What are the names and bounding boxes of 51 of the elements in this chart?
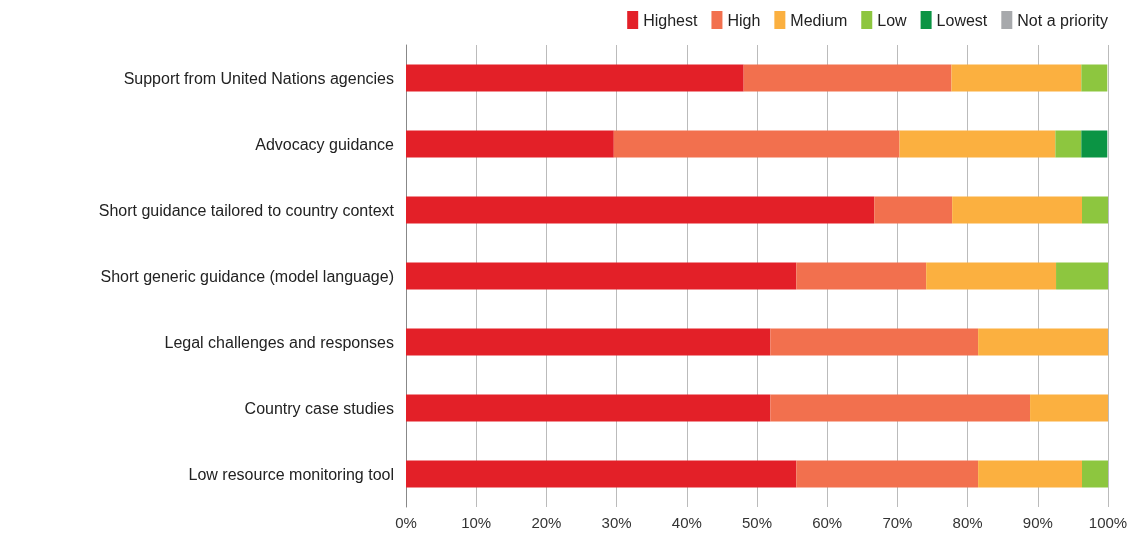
y-tick-label: Support from United Nations agencies: [123, 69, 394, 87]
y-tick-label: Country case studies: [244, 399, 394, 417]
x-tick-label: 50%: [741, 514, 773, 531]
bar: [406, 130, 614, 158]
bar: [899, 130, 1056, 158]
bar: [874, 196, 953, 224]
bar: [951, 64, 1082, 92]
legend-label: Medium: [790, 11, 848, 29]
y-tick-label: Low resource monitoring tool: [188, 465, 394, 483]
bar: [926, 262, 1057, 290]
bar: [796, 460, 979, 488]
bar: [406, 328, 771, 356]
bar: [406, 64, 744, 92]
bar: [743, 64, 952, 92]
x-tick-label: 60%: [812, 514, 843, 531]
bar: [1030, 394, 1108, 422]
x-tick-label: 0%: [395, 514, 417, 531]
x-tick-label: 10%: [461, 514, 492, 531]
legend-label: Low: [877, 11, 908, 29]
y-tick-label: Legal challenges and responses: [164, 333, 394, 351]
x-tick-label: 100%: [1088, 514, 1128, 531]
bar: [978, 328, 1108, 356]
bar: [1055, 130, 1082, 158]
bar: [406, 394, 771, 422]
bar: [770, 394, 1031, 422]
bar: [406, 196, 875, 224]
y-tick-label: Short generic guidance (model language): [100, 267, 394, 285]
legend-label: High: [727, 11, 761, 29]
bar: [978, 460, 1083, 488]
legend-label: Lowest: [936, 11, 988, 29]
bar: [1082, 460, 1108, 488]
legend-label: Highest: [643, 11, 698, 29]
bar: [406, 460, 797, 488]
x-tick-label: 90%: [1022, 514, 1053, 531]
y-tick-label: Advocacy guidance: [255, 135, 395, 153]
bar: [1081, 64, 1108, 92]
legend-label: Not a priority: [1017, 11, 1109, 29]
bar: [406, 262, 797, 290]
bar: [796, 262, 927, 290]
x-tick-label: 70%: [882, 514, 913, 531]
bar: [770, 328, 979, 356]
bar: [1056, 262, 1108, 290]
x-tick-label: 40%: [671, 514, 702, 531]
x-tick-label: 20%: [531, 514, 562, 531]
bar: [1082, 196, 1108, 224]
bar: [1081, 130, 1108, 158]
x-tick-label: 30%: [601, 514, 632, 531]
bar: [613, 130, 900, 158]
y-tick-label: Short guidance tailored to country context: [98, 201, 395, 219]
bar: [952, 196, 1083, 224]
x-tick-label: 80%: [952, 514, 983, 531]
